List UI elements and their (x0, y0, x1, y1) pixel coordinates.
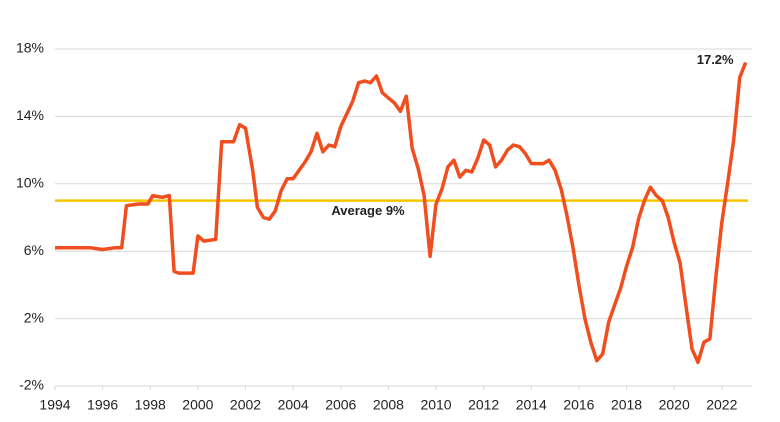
x-tick-label: 2018 (611, 397, 642, 413)
x-tick-label: 2008 (373, 397, 404, 413)
x-tick-label: 1994 (39, 397, 70, 413)
x-tick-label: 1996 (87, 397, 118, 413)
x-tick-label: 2010 (420, 397, 451, 413)
x-tick-label: 2006 (325, 397, 356, 413)
y-tick-label: 6% (24, 242, 44, 258)
end-label: 17.2% (697, 52, 734, 67)
y-tick-label: 2% (24, 309, 44, 325)
y-tick-label: 14% (16, 107, 44, 123)
x-tick-label: 2004 (278, 397, 309, 413)
y-tick-label: -2% (19, 377, 44, 393)
x-tick-label: 2002 (230, 397, 261, 413)
x-tick-label: 2020 (659, 397, 690, 413)
x-tick-label: 2000 (182, 397, 213, 413)
x-tick-label: 2022 (706, 397, 737, 413)
x-tick-label: 1998 (135, 397, 166, 413)
series-line (55, 61, 748, 365)
average-label: Average 9% (331, 203, 405, 218)
x-tick-label: 2016 (563, 397, 594, 413)
x-tick-label: 2014 (516, 397, 547, 413)
y-tick-label: 10% (16, 175, 44, 191)
y-tick-label: 18% (16, 40, 44, 56)
x-tick-label: 2012 (468, 397, 499, 413)
